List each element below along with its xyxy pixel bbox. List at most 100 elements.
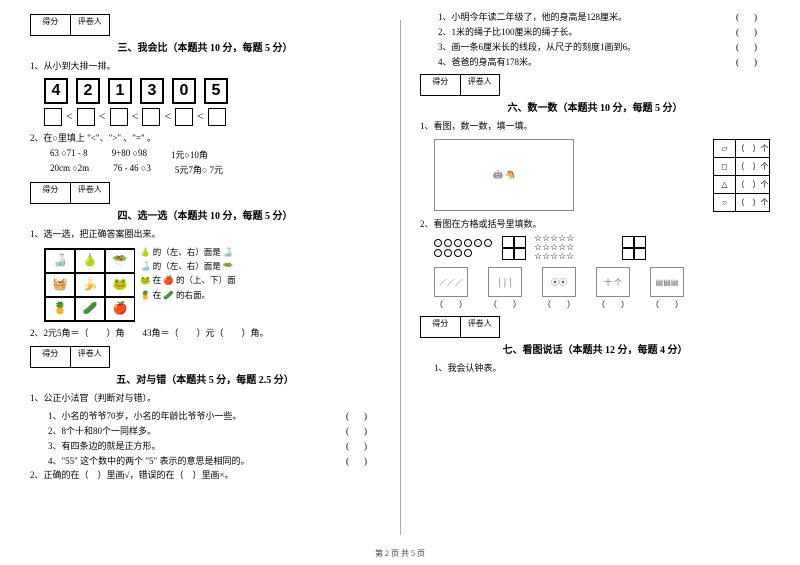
side-line: 🍶 的（左、右）面是 🥗 <box>140 259 380 273</box>
cell: 🍐 <box>75 249 105 273</box>
score-label: 得分 <box>31 15 71 35</box>
blank: （ ） <box>543 300 575 309</box>
shape-icon: ▱ <box>714 139 736 157</box>
tf-text: 1、小名的爷爷70岁，小名的年龄比爷爷小一些。 <box>48 409 242 422</box>
blank-box <box>77 108 95 126</box>
cell: 🥒 <box>75 297 105 321</box>
tf-text: 2、1米的绳子比100厘米的绳子长。 <box>438 25 578 38</box>
fruit-grid: 🍶🍐🥗 🧺🍌🐸 🍍🥒🍎 <box>44 248 135 322</box>
card: 1 <box>108 78 132 104</box>
score-label: 得分 <box>31 347 71 367</box>
paren-blank: ( ) <box>736 10 760 23</box>
q3-2: 2、在○里填上 "<"、">" 、"=" 。 <box>30 132 380 146</box>
top-tf: 4、爸爸的身高有178米。 ( ) <box>420 55 770 68</box>
card: 4 <box>44 78 68 104</box>
score-label: 得分 <box>31 183 71 203</box>
lt: < <box>66 109 73 124</box>
score-box-sec3: 得分 评卷人 <box>30 14 110 36</box>
paren-blank: ( ) <box>736 40 760 53</box>
counting-sticks-row: ／／／（ ） │││（ ） ⦿⦿（ ） 十 个（ ） ▤▤▤（ ） <box>434 267 770 310</box>
card: 0 <box>172 78 196 104</box>
shape-count-table: ▱（ ）个 ◻（ ）个 △（ ）个 ○（ ）个 <box>713 139 770 212</box>
tf-item: 4、"55" 这个数中的两个 "5" 表示的意思是相同的。 ( ) <box>30 454 380 467</box>
lt: < <box>99 109 106 124</box>
abacus-1: ⦿⦿（ ） <box>542 267 576 310</box>
tf-item: 3、有四条边的就是正方形。 ( ) <box>30 439 380 452</box>
q7-1: 1、我会认钟表。 <box>420 362 770 376</box>
blank: （ ） <box>651 300 683 309</box>
tf-text: 3、画一条6厘米长的线段，从尺子的刻度1画到6。 <box>438 40 636 53</box>
top-tf: 3、画一条6厘米长的线段，从尺子的刻度1画到6。 ( ) <box>420 40 770 53</box>
cell: 🍶 <box>45 249 75 273</box>
cmp: 5元7角○ 7元 <box>175 163 223 176</box>
cmp: 1元○10角 <box>171 148 208 161</box>
grid-side-text: 🍐 的（左、右）面是 🍶 🍶 的（左、右）面是 🥗 🐸 在 🍎 的（上、下）面 … <box>140 245 380 303</box>
q6-2: 2、看图在方格或括号里填数。 <box>420 218 770 232</box>
left-column: 得分 评卷人 三、我会比（本题共 10 分，每题 5 分） 1、从小到大排一排。… <box>0 0 400 565</box>
q6-1: 1、看图，数一数，填一填。 <box>420 120 770 134</box>
section-4-title: 四、选一选（本题共 10 分，每题 5 分） <box>30 207 380 222</box>
apples-stars-row: ☆☆☆☆☆ ☆☆☆☆☆ ☆☆☆☆☆ <box>434 234 770 261</box>
cell: 🥗 <box>105 249 135 273</box>
abacus-2: 十 个（ ） <box>596 267 630 310</box>
q3-1: 1、从小到大排一排。 <box>30 60 380 74</box>
tf-text: 1、小明今年读二年级了，他的身高是128厘米。 <box>438 10 627 23</box>
sticks-1: ／／／（ ） <box>434 267 468 310</box>
cmp: 63 ○71 - 8 <box>50 148 88 161</box>
tf-text: 4、爸爸的身高有178米。 <box>438 55 537 68</box>
blank-box <box>110 108 128 126</box>
stars-group: ☆☆☆☆☆ ☆☆☆☆☆ ☆☆☆☆☆ <box>534 234 614 261</box>
section-7-title: 七、看图说话（本题共 12 分，每题 4 分） <box>420 341 770 356</box>
blank-box <box>208 108 226 126</box>
cmp: 20cm ○2m <box>50 163 89 176</box>
shape-icon: △ <box>714 175 736 193</box>
paren-blank: ( ) <box>346 454 370 467</box>
blank: （ ） <box>597 300 629 309</box>
score-box-sec7: 得分 评卷人 <box>420 316 500 338</box>
cell: 🍎 <box>105 297 135 321</box>
score-label: 得分 <box>421 75 461 95</box>
card: 5 <box>204 78 228 104</box>
tf-text: 3、有四条边的就是正方形。 <box>48 439 161 452</box>
score-label: 得分 <box>421 317 461 337</box>
blank-box <box>44 108 62 126</box>
fill-grid-2 <box>622 236 646 260</box>
tf-text: 4、"55" 这个数中的两个 "5" 表示的意思是相同的。 <box>48 454 249 467</box>
section-3-title: 三、我会比（本题共 10 分，每题 5 分） <box>30 39 380 54</box>
sticks-2: │││（ ） <box>488 267 522 310</box>
shape-count: （ ）个 <box>736 193 770 211</box>
paren-blank: ( ) <box>346 424 370 437</box>
score-box-sec6: 得分 评卷人 <box>420 74 500 96</box>
cmp: 76 - 46 ○3 <box>113 163 151 176</box>
right-column: 1、小明今年读二年级了，他的身高是128厘米。 ( ) 2、1米的绳子比100厘米… <box>400 0 800 565</box>
paren-blank: ( ) <box>736 55 760 68</box>
shape-icon: ○ <box>714 193 736 211</box>
score-box-sec4: 得分 评卷人 <box>30 182 110 204</box>
reviewer-label: 评卷人 <box>461 75 500 95</box>
shape-count: （ ）个 <box>736 175 770 193</box>
cell: 🐸 <box>105 273 135 297</box>
cell: 🍌 <box>75 273 105 297</box>
order-boxes: < < < < < <box>44 108 380 126</box>
number-cards: 4 2 1 3 0 5 <box>44 78 380 104</box>
blank: （ ） <box>435 300 467 309</box>
cell: 🧺 <box>45 273 75 297</box>
compare-row-1: 63 ○71 - 8 9+80 ○98 1元○10角 <box>30 148 380 161</box>
section-5-title: 五、对与错（本题共 5 分，每题 2.5 分） <box>30 371 380 386</box>
cell: 🍍 <box>45 297 75 321</box>
tf-item: 1、小名的爷爷70岁，小名的年龄比爷爷小一些。( ) <box>30 409 380 422</box>
reviewer-label: 评卷人 <box>71 15 110 35</box>
paren-blank: ( ) <box>346 439 370 452</box>
top-tf: 1、小明今年读二年级了，他的身高是128厘米。 ( ) <box>420 10 770 23</box>
lt: < <box>132 109 139 124</box>
blank-box <box>142 108 160 126</box>
compare-row-2: 20cm ○2m 76 - 46 ○3 5元7角○ 7元 <box>30 163 380 176</box>
q5-2: 2、正确的在（ ）里画√，错误的在（ ）里画×。 <box>30 469 380 483</box>
side-line: 🍐 的（左、右）面是 🍶 <box>140 245 380 259</box>
score-box-sec5: 得分 评卷人 <box>30 346 110 368</box>
side-line: 🐸 在 🍎 的（上、下）面 <box>140 273 380 287</box>
q5-1: 1、公正小法官（判断对与错）。 <box>30 392 380 406</box>
q4-1: 1、选一选，把正确答案圈出来。 <box>30 228 380 242</box>
apples-group <box>434 239 494 257</box>
side-line: 🍍 在 🥒 的右面。 <box>140 288 380 302</box>
